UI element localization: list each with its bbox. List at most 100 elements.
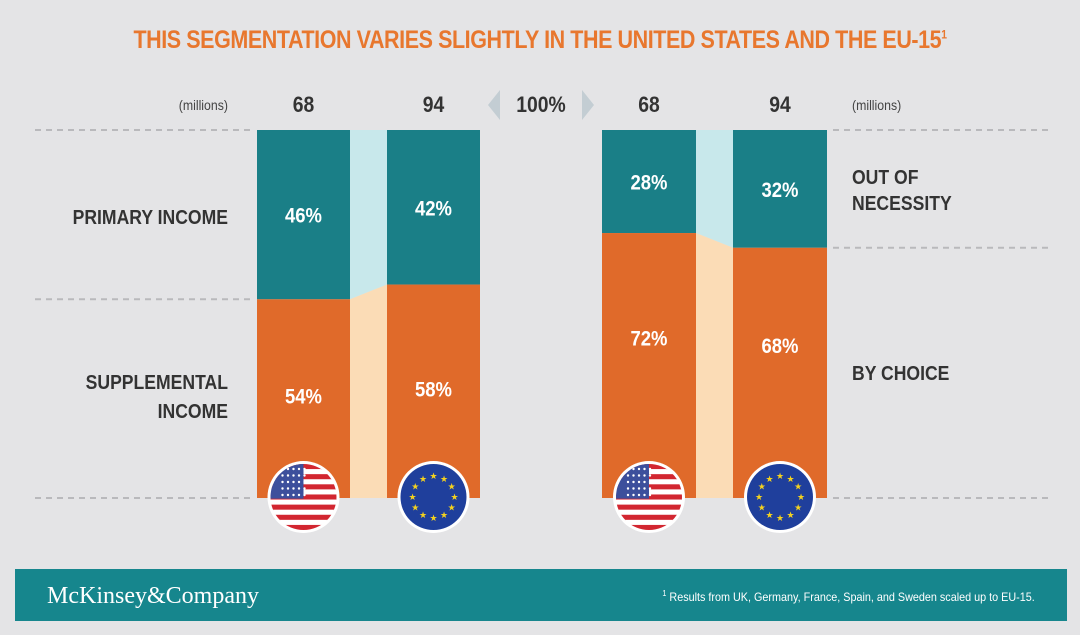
us-flag-star [286,487,290,490]
eu-flag-star: ★ [419,510,427,520]
us-flag-star [648,487,652,490]
eu-flag-star: ★ [440,510,448,520]
eu-flag-star: ★ [794,503,802,513]
eu-flag [400,464,467,530]
us-flag-star [637,467,641,471]
us-flag-star [286,467,290,471]
us-flag-star [648,480,652,484]
eu-flag-star: ★ [794,482,802,492]
connector-bottom [696,233,733,499]
eu-flag-star: ★ [755,492,763,502]
us-flag-star [637,480,641,484]
us-flag-star [626,480,630,484]
us-flag-star [292,487,295,490]
eu-flag-star: ★ [776,513,784,523]
us-flag-star [286,493,290,497]
us-flag-star [643,487,646,490]
us-flag-star [626,493,630,497]
us-flag-star [303,493,306,497]
total-label: 94 [423,93,445,117]
us-flag-stripe [270,524,337,530]
us-flag-star [303,480,306,484]
us-flag-star [292,480,295,484]
mckinsey-logo: McKinsey&Company [47,583,259,609]
us-flag-star [286,474,290,477]
us-flag-star [632,487,635,490]
units-label: (millions) [179,97,228,113]
us-flag-star [632,474,635,477]
us-flag-star [303,487,306,490]
us-flag-star [281,474,284,477]
eu-flag-star: ★ [448,482,456,492]
units-label: (millions) [852,97,901,113]
eu-flag-star: ★ [411,503,419,513]
total-label: 94 [769,93,791,117]
us-flag-star [292,467,295,471]
right-arrow-icon [582,90,594,120]
us-flag-star [637,487,641,490]
bar-segment-primary-income [257,130,350,300]
us-flag-star [648,467,652,471]
data-label: 28% [631,171,668,194]
eu-flag-star: ★ [758,503,766,513]
eu-flag [747,464,813,530]
total-label: 68 [293,93,315,117]
title-footnote-mark: 1 [941,27,947,42]
eu-flag-star: ★ [776,471,784,481]
us-flag-star [297,493,301,497]
us-flag-star [297,467,301,471]
series-label: SUPPLEMENTAL [86,371,228,393]
us-flag-star [626,487,630,490]
eu-flag-star: ★ [786,510,794,520]
total-label: 68 [638,93,660,117]
us-flag-star [286,480,290,484]
data-label: 46% [285,205,322,228]
connector-bottom [350,284,387,498]
us-flag-star [292,474,295,477]
eu-flag-star: ★ [758,482,766,492]
us-flag-star [632,480,635,484]
connector-top [350,130,387,300]
data-label: 58% [415,378,452,401]
us-flag-star [632,467,635,471]
footnote-mark: 1 [662,589,667,598]
eu-flag-star: ★ [765,510,773,520]
us-flag-stripe [616,514,682,521]
data-label: 72% [631,327,668,350]
series-label: PRIMARY INCOME [73,206,228,228]
series-label: NECESSITY [852,192,952,214]
series-label: BY CHOICE [852,362,949,384]
us-flag-stripe [270,509,337,516]
us-flag-star [297,480,301,484]
title-text: THIS SEGMENTATION VARIES SLIGHTLY IN THE… [133,26,942,54]
chart-title: THIS SEGMENTATION VARIES SLIGHTLY IN THE… [76,26,1005,55]
us-flag-star [626,474,630,477]
eu-flag-star: ★ [440,474,448,484]
bar-segment-out-of-necessity [602,130,696,234]
series-label: INCOME [158,400,228,422]
us-flag-stripe [616,524,682,530]
footer-band: McKinsey&Company 1 Results from UK, Germ… [15,569,1067,621]
series-label: OUT OF [852,166,918,188]
us-flag-star [648,474,652,477]
bar-segment-by-choice [602,233,696,499]
us-flag-star [648,493,652,497]
us-flag-star [281,480,284,484]
us-flag-stripe [270,499,337,506]
bar-segment-primary-income [387,130,480,285]
us-flag-star [643,467,646,471]
footnote-text: Results from UK, Germany, France, Spain,… [669,590,1035,604]
center-percent-label: 100% [516,93,566,117]
us-flag-stripe [616,504,682,511]
eu-flag-star: ★ [429,471,437,481]
us-flag-star [297,474,301,477]
eu-flag-star: ★ [419,474,427,484]
eu-flag-star: ★ [411,482,419,492]
eu-flag-star: ★ [797,492,805,502]
us-flag-stripe [270,504,337,511]
us-flag-star [643,493,646,497]
left-arrow-icon [488,90,500,120]
data-label: 68% [762,335,799,358]
us-flag-star [303,467,306,471]
